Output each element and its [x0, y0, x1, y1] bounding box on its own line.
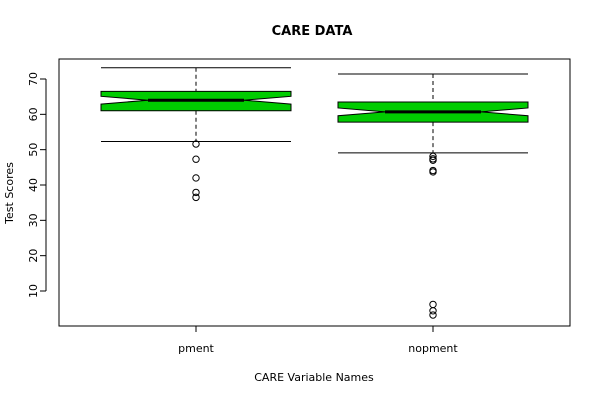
y-tick-label: 10	[27, 284, 40, 298]
outlier-point	[429, 168, 437, 176]
outlier-point	[429, 300, 437, 309]
outlier-point	[192, 193, 200, 202]
x-axis: pment nopment	[178, 325, 458, 355]
outlier-point	[429, 311, 437, 319]
y-axis-label: Test Scores	[3, 162, 16, 225]
box-pment	[100, 67, 292, 202]
outlier-point	[192, 155, 200, 163]
x-tick-label: pment	[178, 342, 214, 355]
x-tick-label: nopment	[408, 342, 458, 355]
outlier-point	[429, 307, 437, 315]
y-tick-label: 70	[27, 72, 40, 86]
outlier-point	[429, 156, 437, 164]
x-axis-label: CARE Variable Names	[254, 371, 374, 384]
y-tick-label: 60	[27, 107, 40, 121]
y-tick-label: 20	[27, 249, 40, 263]
boxes-group	[100, 67, 529, 319]
outlier-point	[192, 174, 200, 182]
y-tick-label: 40	[27, 178, 40, 192]
outlier-point	[192, 140, 200, 148]
box-nopment	[337, 73, 529, 319]
outlier-point	[192, 188, 200, 197]
outlier-point	[429, 152, 437, 161]
y-tick-label: 50	[27, 143, 40, 157]
y-tick-label: 30	[27, 213, 40, 227]
chart-title: CARE DATA	[272, 24, 353, 39]
y-axis: 10 20 30 40 50 60 70	[27, 72, 47, 298]
